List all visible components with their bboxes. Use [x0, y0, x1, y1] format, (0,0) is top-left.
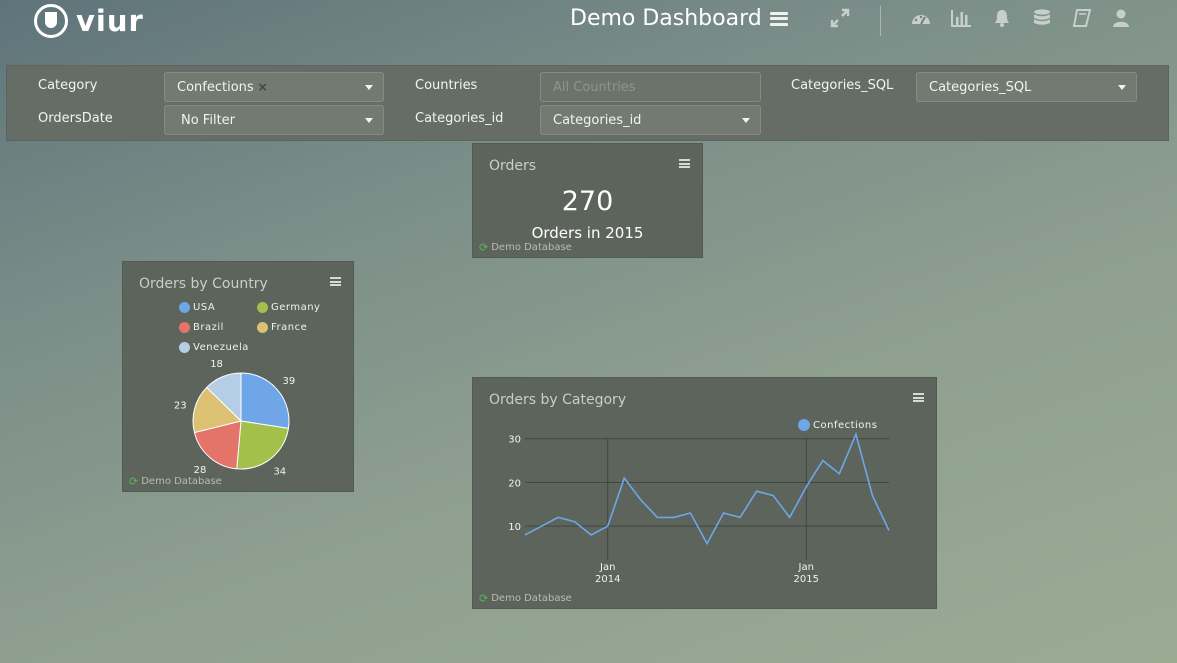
- y-tick-label: 20: [508, 478, 521, 489]
- dashboard-gauge-icon[interactable]: [910, 8, 932, 28]
- pie-slice[interactable]: [193, 420, 242, 470]
- kpi-value: 270: [561, 186, 614, 217]
- card-menu-icon[interactable]: [330, 277, 341, 286]
- expand-icon[interactable]: [830, 8, 850, 28]
- card-title: Orders: [489, 158, 537, 174]
- y-tick-label: 10: [508, 522, 521, 533]
- dashboard-title-text: Demo Dashboard: [570, 6, 762, 31]
- y-tick-label: 30: [508, 435, 521, 446]
- categories-id-value: Categories_id: [553, 112, 642, 128]
- pie-data-label: 23: [174, 400, 187, 411]
- orders-date-value: No Filter: [181, 112, 236, 128]
- dashboard-title[interactable]: Demo Dashboard: [570, 6, 788, 31]
- x-tick-label: Jan: [798, 562, 814, 573]
- countries-label: Countries: [415, 78, 478, 93]
- chevron-down-icon: [1118, 85, 1126, 90]
- categories-id-select[interactable]: Categories_id: [540, 105, 761, 135]
- card-footer: ⟳ Demo Database: [479, 592, 572, 605]
- legend-item[interactable]: USA: [179, 302, 215, 313]
- dashboard-menu-icon[interactable]: [769, 11, 788, 26]
- countries-placeholder: All Countries: [553, 79, 636, 95]
- book-icon[interactable]: [1072, 8, 1092, 28]
- category-label: Category: [38, 78, 98, 93]
- data-source-label: Demo Database: [491, 593, 572, 604]
- x-tick-label: 2014: [595, 574, 620, 585]
- kpi-subtitle: Orders in 2015: [531, 224, 644, 242]
- category-selected-tag: Confections: [177, 79, 254, 95]
- legend-label: Germany: [271, 302, 321, 313]
- user-icon[interactable]: [1112, 8, 1130, 28]
- pie-data-label: 28: [194, 465, 207, 476]
- categories-sql-value: Categories_SQL: [929, 79, 1032, 95]
- categories-sql-label: Categories_SQL: [791, 78, 894, 93]
- legend-label: Venezuela: [193, 342, 249, 353]
- legend-swatch: [798, 419, 810, 431]
- app-logo[interactable]: viur: [34, 0, 144, 42]
- orders-by-country-card: Orders by Country USA Germany Brazil France…: [122, 261, 354, 492]
- card-title: Orders by Category: [489, 392, 627, 408]
- refresh-icon[interactable]: ⟳: [479, 592, 489, 605]
- orders-date-label: OrdersDate: [38, 111, 113, 126]
- orders-by-category-card: Orders by Category 10 20 30 Jan 2014 Jan 2015 C…: [472, 377, 937, 609]
- refresh-icon[interactable]: ⟳: [479, 241, 489, 254]
- logo-text: viur: [76, 4, 144, 38]
- chevron-down-icon: [365, 118, 373, 123]
- legend-swatch: [257, 302, 268, 313]
- pie-slice[interactable]: [240, 372, 290, 429]
- pie-slice[interactable]: [236, 420, 289, 470]
- legend-swatch: [179, 302, 190, 313]
- legend-label: Brazil: [193, 322, 224, 333]
- bar-chart-icon[interactable]: [950, 8, 972, 28]
- legend-label: USA: [193, 302, 216, 313]
- chevron-down-icon: [365, 85, 373, 90]
- x-tick-label: 2015: [794, 574, 819, 585]
- filter-bar: Category Confections × Countries All Cou…: [6, 65, 1169, 141]
- pie-data-label: 18: [210, 359, 223, 370]
- card-footer: ⟳ Demo Database: [479, 241, 572, 254]
- series-line-confections[interactable]: [524, 431, 890, 546]
- legend-item[interactable]: Germany: [257, 302, 320, 313]
- legend-swatch: [179, 342, 190, 353]
- countries-select[interactable]: All Countries: [540, 72, 761, 102]
- data-source-label: Demo Database: [491, 242, 572, 253]
- pie-slice[interactable]: [205, 372, 242, 423]
- pie-slice[interactable]: [192, 386, 242, 434]
- bell-icon[interactable]: [992, 8, 1012, 28]
- legend-swatch: [257, 322, 268, 333]
- card-footer: ⟳ Demo Database: [129, 475, 222, 488]
- refresh-icon[interactable]: ⟳: [129, 475, 139, 488]
- card-menu-icon[interactable]: [679, 159, 690, 168]
- database-icon[interactable]: [1032, 8, 1052, 28]
- chevron-down-icon: [742, 118, 750, 123]
- orders-date-select[interactable]: No Filter: [164, 105, 384, 135]
- data-source-label: Demo Database: [141, 476, 222, 487]
- category-select[interactable]: Confections ×: [164, 72, 384, 102]
- card-menu-icon[interactable]: [913, 393, 924, 402]
- orders-card: Orders 270 Orders in 2015 ⟳ Demo Databas…: [472, 143, 703, 258]
- legend-label: France: [271, 322, 308, 333]
- categories-sql-select[interactable]: Categories_SQL: [916, 72, 1137, 102]
- viur-logo-icon: [34, 4, 68, 38]
- pie-data-label: 39: [282, 376, 295, 387]
- nav-separator: [880, 6, 881, 36]
- pie-chart: 39 34 28 23 18: [174, 359, 295, 478]
- legend-swatch: [179, 322, 190, 333]
- pie-data-label: 34: [273, 467, 286, 478]
- legend-label[interactable]: Confections: [813, 420, 877, 431]
- legend-item[interactable]: Venezuela: [179, 342, 249, 353]
- remove-tag-icon[interactable]: ×: [257, 80, 268, 94]
- top-bar: viur Demo Dashboard: [0, 0, 1177, 48]
- categories-id-label: Categories_id: [415, 111, 504, 126]
- card-title: Orders by Country: [139, 276, 268, 292]
- legend-item[interactable]: France: [257, 322, 307, 333]
- x-tick-label: Jan: [599, 562, 615, 573]
- legend-item[interactable]: Brazil: [179, 322, 224, 333]
